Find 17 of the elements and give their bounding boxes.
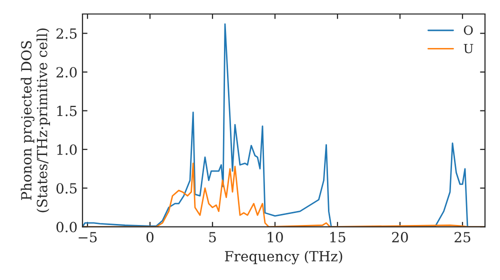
x-tick-label: −5 bbox=[78, 232, 97, 242]
y-tick-label: 2.0 bbox=[56, 67, 77, 78]
y-axis-title: Phonon projected DOS (States/THz·primitive cell) bbox=[20, 28, 50, 212]
y-tick-label: 1.5 bbox=[57, 106, 77, 116]
x-axis-title: Frequency (THz) bbox=[224, 250, 342, 264]
x-tick-label: 5 bbox=[209, 232, 216, 242]
x-tick-label: 20 bbox=[392, 232, 408, 242]
x-tick-label: 15 bbox=[330, 232, 346, 242]
y-tick-label: 0.5 bbox=[56, 183, 77, 194]
x-tick-label: 0 bbox=[146, 232, 154, 242]
y-tick-label: 1.0 bbox=[57, 144, 77, 155]
x-tick-label: 25 bbox=[454, 232, 470, 242]
y-tick-label: 2.5 bbox=[56, 28, 77, 39]
legend-label: O bbox=[464, 25, 473, 35]
x-tick-label: 10 bbox=[268, 232, 283, 242]
y-tick-label: 0.0 bbox=[56, 222, 77, 232]
legend-label: U bbox=[464, 44, 474, 54]
